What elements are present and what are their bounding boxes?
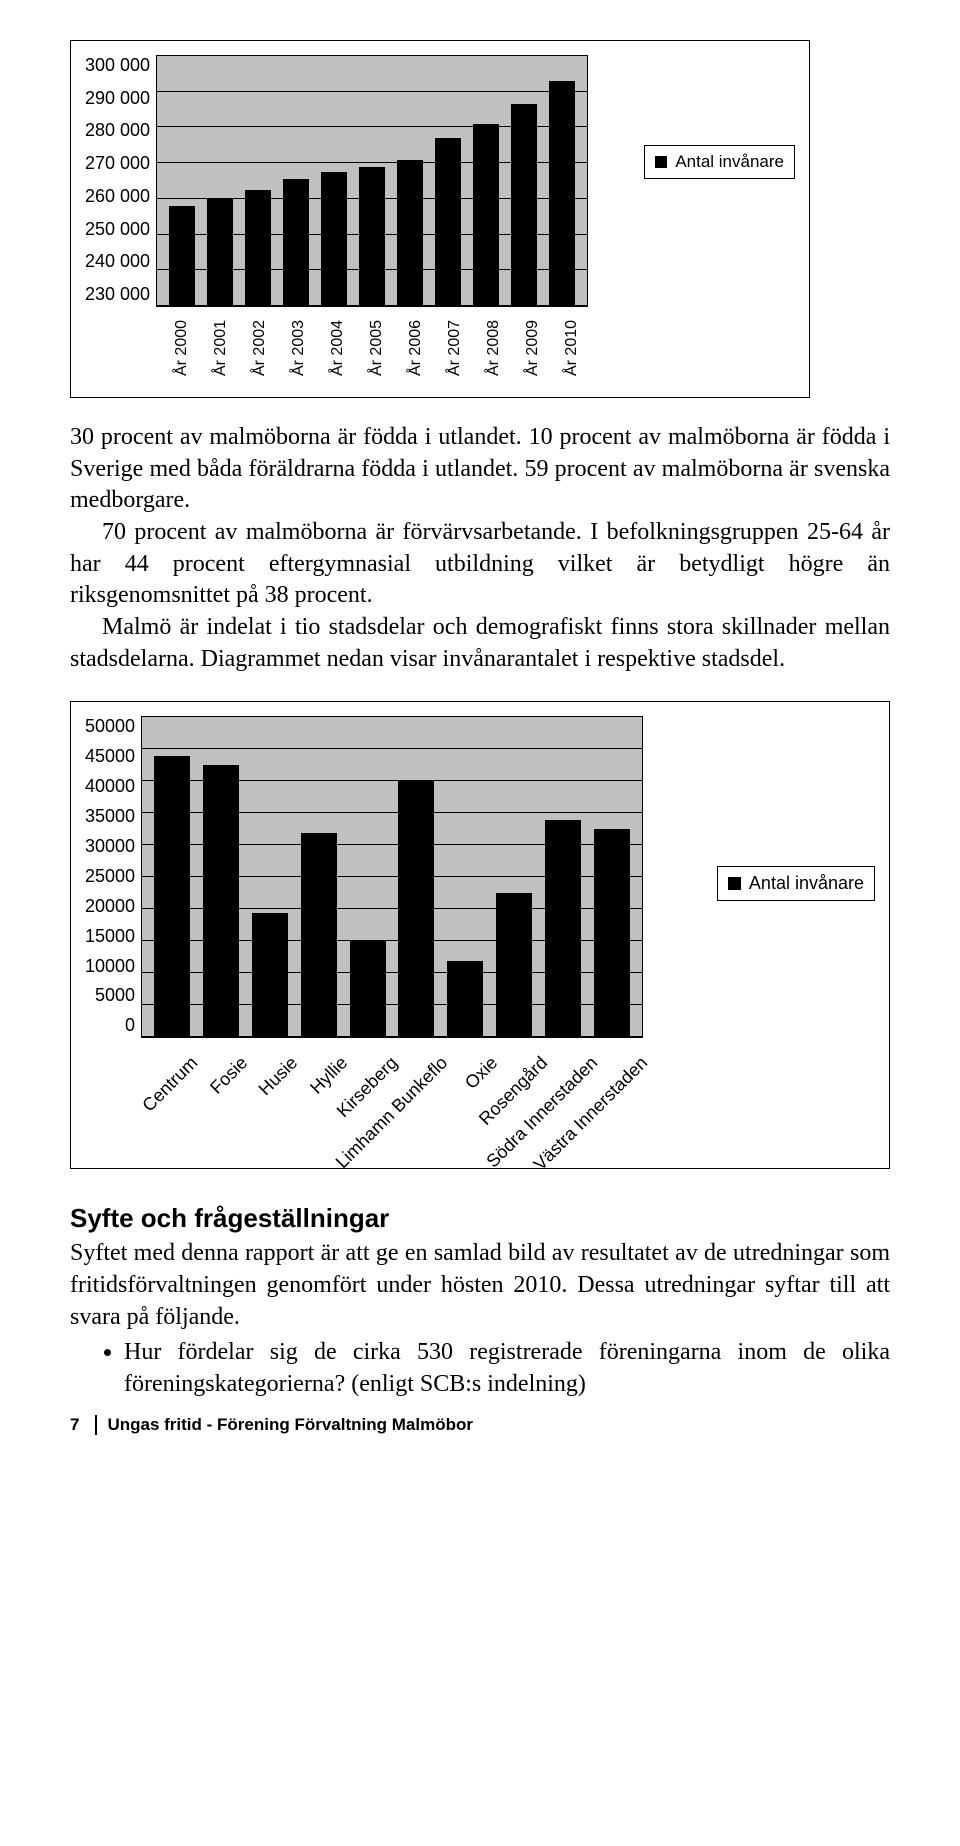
chart-bar	[549, 81, 575, 306]
y-tick-label: 250 000	[85, 219, 150, 240]
y-tick-label: 270 000	[85, 153, 150, 174]
para1b: 70 procent av malmöborna är förvärvsarbe…	[70, 517, 890, 612]
y-tick-label: 300 000	[85, 55, 150, 76]
y-tick-label: 25000	[85, 866, 135, 887]
bullet-list: Hur fördelar sig de cirka 530 registrera…	[70, 1337, 890, 1400]
chart-bar	[350, 941, 386, 1037]
chart-bar	[447, 961, 483, 1038]
chart1-container: 300 000 290 000 280 000 270 000 260 000 250 0…	[70, 40, 810, 398]
chart1-legend-label: Antal invånare	[675, 152, 784, 172]
footer-title: Ungas fritid - Förening Förvaltning Malm…	[107, 1415, 473, 1435]
chart1-x-axis: År 2000År 2001År 2002År 2003År 2004År 20…	[156, 307, 598, 383]
y-tick-label: 290 000	[85, 88, 150, 109]
y-tick-label: 50000	[85, 716, 135, 737]
legend-swatch	[728, 877, 741, 890]
para1c: Malmö är indelat i tio stadsdelar och de…	[70, 612, 890, 675]
chart-bar	[203, 765, 239, 1037]
chart-bar	[397, 160, 423, 306]
chart-bar	[283, 179, 309, 306]
chart-bar	[435, 138, 461, 306]
x-tick-label: År 2010	[537, 335, 607, 361]
chart-bar	[252, 913, 288, 1038]
chart-bar	[321, 172, 347, 306]
y-tick-label: 35000	[85, 806, 135, 827]
chart1-y-axis: 300 000 290 000 280 000 270 000 260 000 250 0…	[85, 55, 156, 305]
chart-bar	[359, 167, 385, 306]
chart-bar	[398, 781, 434, 1037]
y-tick-label: 10000	[85, 956, 135, 977]
y-tick-label: 240 000	[85, 251, 150, 272]
y-tick-label: 0	[125, 1015, 135, 1036]
bullet-item: Hur fördelar sig de cirka 530 registrera…	[124, 1337, 890, 1400]
chart-bar	[154, 756, 190, 1038]
y-tick-label: 260 000	[85, 186, 150, 207]
y-tick-label: 230 000	[85, 284, 150, 305]
chart-bar	[545, 820, 581, 1038]
chart2-legend: Antal invånare	[717, 866, 875, 901]
chart-bar	[207, 199, 233, 306]
chart1-plot	[156, 55, 588, 307]
y-tick-label: 15000	[85, 926, 135, 947]
syfte-paragraph: Syftet med denna rapport är att ge en sa…	[70, 1238, 890, 1333]
chart2-y-axis: 5000045000400003500030000250002000015000…	[85, 716, 141, 1036]
chart2-container: 5000045000400003500030000250002000015000…	[70, 701, 890, 1169]
chart-bar	[473, 124, 499, 306]
chart2-plot	[141, 716, 643, 1038]
y-tick-label: 20000	[85, 896, 135, 917]
page-footer: 7 Ungas fritid - Förening Förvaltning Ma…	[70, 1415, 890, 1435]
chart-bar	[511, 104, 537, 306]
chart-bar	[301, 833, 337, 1038]
y-tick-label: 45000	[85, 746, 135, 767]
para1a: 30 procent av malmöborna är födda i utla…	[70, 424, 890, 513]
legend-swatch	[655, 156, 667, 168]
chart-bar	[496, 893, 532, 1037]
y-tick-label: 280 000	[85, 120, 150, 141]
y-tick-label: 5000	[95, 985, 135, 1006]
y-tick-label: 30000	[85, 836, 135, 857]
body-paragraph-1: 30 procent av malmöborna är födda i utla…	[70, 422, 890, 675]
chart-bar	[169, 206, 195, 306]
page-number: 7	[70, 1415, 79, 1435]
chart2-legend-label: Antal invånare	[749, 873, 864, 894]
section-heading: Syfte och frågeställningar	[70, 1203, 890, 1234]
chart-bar	[594, 829, 630, 1037]
chart-bar	[245, 190, 271, 306]
footer-separator	[95, 1415, 97, 1435]
chart2-x-axis: CentrumFosieHusieHyllieKirsebergLimhamn …	[141, 1038, 653, 1154]
chart1-legend: Antal invånare	[644, 145, 795, 179]
y-tick-label: 40000	[85, 776, 135, 797]
